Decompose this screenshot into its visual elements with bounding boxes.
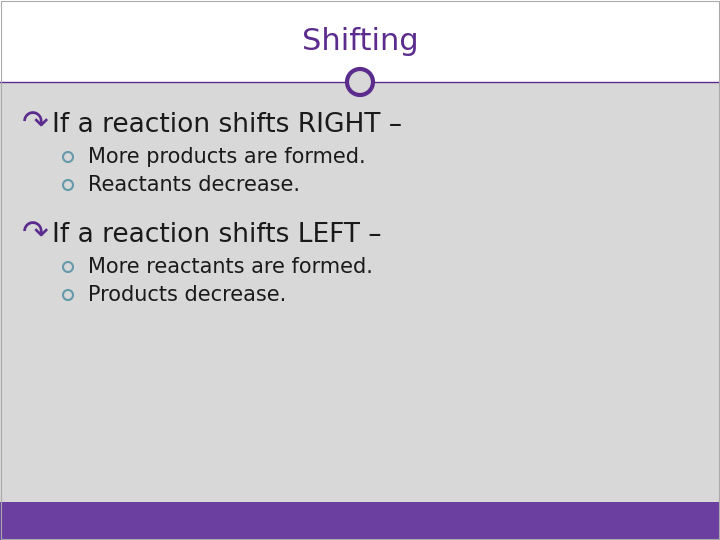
- Text: Products decrease.: Products decrease.: [88, 285, 287, 305]
- Text: If a reaction shifts RIGHT –: If a reaction shifts RIGHT –: [52, 112, 402, 138]
- FancyBboxPatch shape: [0, 82, 720, 502]
- Circle shape: [347, 69, 373, 95]
- Text: ↷: ↷: [22, 110, 49, 140]
- FancyBboxPatch shape: [0, 0, 720, 82]
- Text: If a reaction shifts LEFT –: If a reaction shifts LEFT –: [52, 222, 382, 248]
- FancyBboxPatch shape: [0, 502, 720, 540]
- Text: More products are formed.: More products are formed.: [88, 147, 366, 167]
- Text: More reactants are formed.: More reactants are formed.: [88, 257, 373, 277]
- Text: ↷: ↷: [22, 219, 49, 251]
- Text: Shifting: Shifting: [302, 26, 418, 56]
- Text: Reactants decrease.: Reactants decrease.: [88, 175, 300, 195]
